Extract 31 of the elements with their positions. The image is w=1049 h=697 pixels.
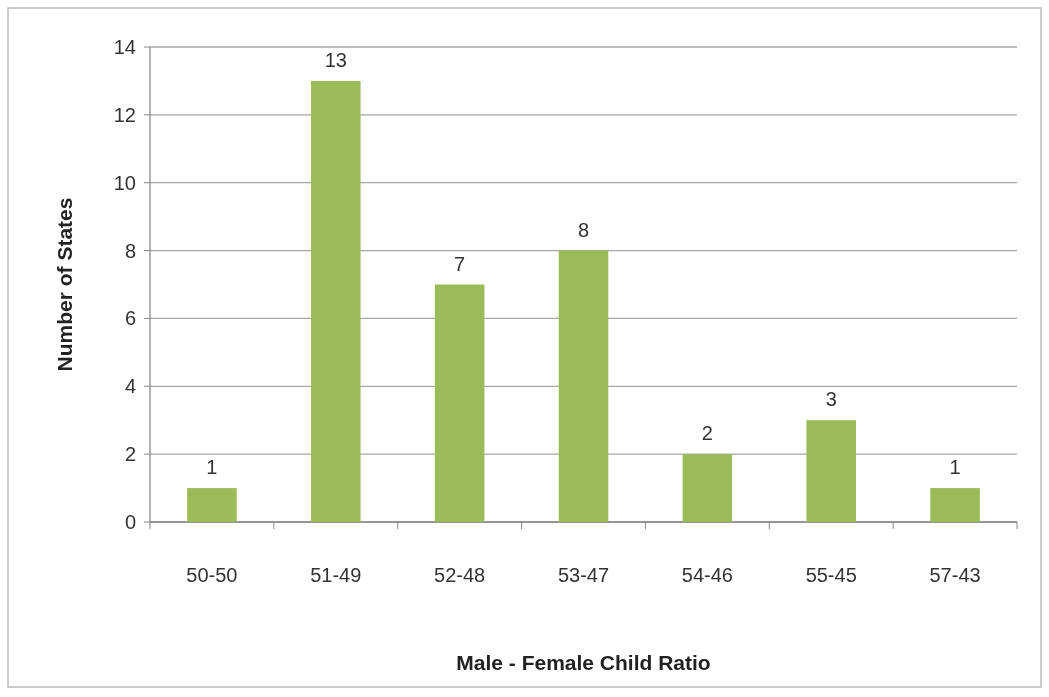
data-label: 1 <box>206 456 218 479</box>
y-tick-label: 4 <box>124 375 136 398</box>
bar <box>311 80 361 522</box>
bar <box>806 420 856 522</box>
y-tick-label: 12 <box>113 103 136 126</box>
data-label: 3 <box>825 388 837 411</box>
data-label: 2 <box>701 422 713 445</box>
data-label: 1 <box>949 456 961 479</box>
data-label: 13 <box>324 48 347 71</box>
bar <box>682 454 733 522</box>
x-tick-label: 57-43 <box>929 564 981 586</box>
y-tick-label: 6 <box>124 307 136 330</box>
x-tick-label: 54-46 <box>681 564 733 586</box>
bar <box>434 284 485 522</box>
bar <box>930 488 980 522</box>
bar <box>558 250 609 522</box>
y-tick-label: 14 <box>113 36 136 58</box>
y-tick-label: 0 <box>124 511 136 533</box>
y-tick-label: 2 <box>124 443 136 466</box>
y-tick-label: 10 <box>113 171 136 194</box>
bar <box>187 488 237 522</box>
x-tick-label: 53-47 <box>557 564 610 586</box>
data-label: 8 <box>577 218 590 241</box>
y-axis-title: Number of States <box>53 197 76 372</box>
x-tick-label: 51-49 <box>310 564 362 586</box>
data-label: 7 <box>454 252 466 275</box>
y-tick-label: 8 <box>124 239 136 262</box>
x-axis-title: Male - Female Child Ratio <box>456 651 711 674</box>
x-tick-label: 50-50 <box>186 564 238 586</box>
x-tick-label: 55-45 <box>805 564 857 586</box>
x-tick-label: 52-48 <box>434 564 486 586</box>
